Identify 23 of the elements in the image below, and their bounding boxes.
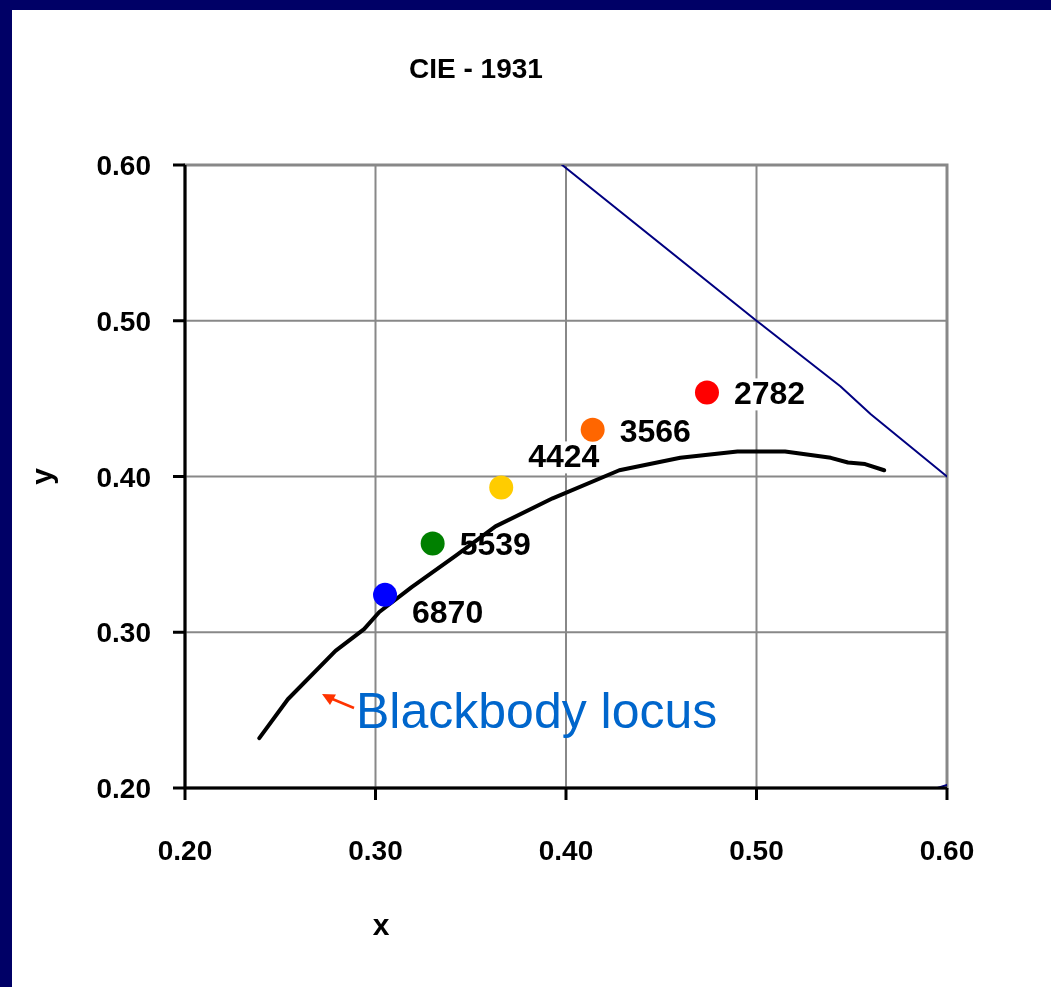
x-tick-label: 0.60	[919, 835, 975, 866]
point	[420, 531, 445, 556]
x-tick-label: 0.40	[538, 835, 594, 866]
x-tick-label: 0.50	[729, 835, 784, 866]
series-label: 3566	[619, 412, 691, 449]
point	[694, 380, 719, 405]
x-tick-label: 0.30	[348, 835, 403, 866]
series-label: 6870	[412, 593, 484, 630]
y-tick-label: 0.60	[96, 150, 151, 181]
y-tick-label: 0.50	[96, 305, 151, 337]
annotation: Blackbody locus	[356, 683, 718, 739]
x-axis-title: x	[372, 908, 390, 941]
point	[373, 582, 398, 607]
y-tick-label: 0.40	[96, 461, 151, 493]
chart-title: CIE - 1931	[409, 53, 543, 84]
y-tick-label: 0.30	[96, 617, 151, 649]
y-axis-title: y	[25, 467, 58, 485]
y-tick-label: 0.20	[96, 773, 151, 804]
point	[580, 417, 605, 442]
x-tick-label: 0.20	[157, 835, 213, 866]
series-label: 4424	[528, 438, 600, 475]
series-label: 2782	[733, 375, 806, 412]
point	[489, 475, 514, 500]
